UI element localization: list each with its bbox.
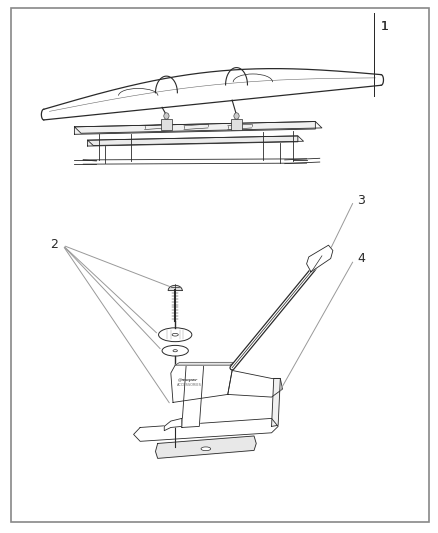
Ellipse shape [172, 334, 178, 336]
Text: 4: 4 [357, 252, 365, 265]
Polygon shape [171, 365, 232, 402]
Polygon shape [175, 362, 234, 365]
Polygon shape [134, 418, 278, 441]
FancyBboxPatch shape [11, 8, 429, 522]
Ellipse shape [162, 345, 188, 356]
Polygon shape [272, 378, 280, 426]
Polygon shape [88, 136, 298, 146]
Text: ACCESSORIES: ACCESSORIES [177, 383, 202, 387]
Polygon shape [74, 122, 315, 134]
Polygon shape [155, 436, 256, 458]
Bar [231, 119, 242, 131]
Polygon shape [44, 69, 381, 120]
Text: 3: 3 [357, 193, 365, 207]
Ellipse shape [159, 328, 192, 342]
Polygon shape [74, 122, 322, 133]
Ellipse shape [173, 350, 177, 352]
Circle shape [234, 113, 239, 119]
Polygon shape [164, 418, 182, 431]
Polygon shape [228, 370, 283, 397]
Text: @mopar: @mopar [177, 378, 198, 382]
Bar [161, 119, 172, 131]
Polygon shape [182, 365, 204, 427]
Polygon shape [88, 136, 304, 146]
Circle shape [164, 113, 169, 119]
Text: 2: 2 [50, 238, 58, 251]
Polygon shape [168, 285, 182, 290]
Polygon shape [307, 245, 333, 272]
Text: 1: 1 [381, 20, 389, 33]
Ellipse shape [201, 447, 211, 451]
Text: 1: 1 [381, 20, 389, 33]
